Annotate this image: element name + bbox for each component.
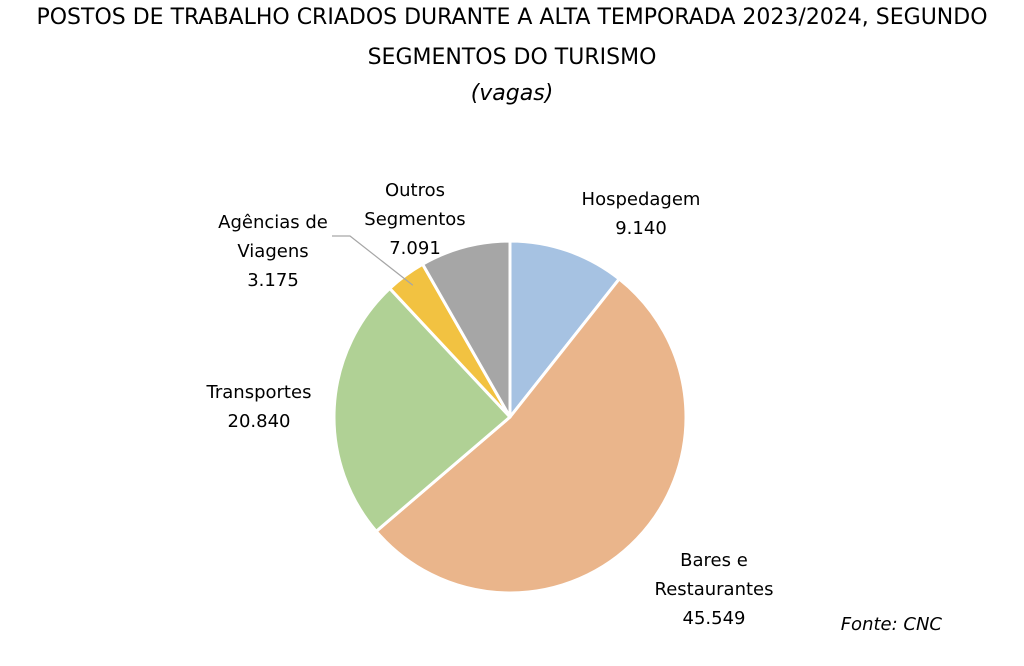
leader-line-agencias-de-viagens bbox=[332, 235, 414, 286]
pie-slice-transportes bbox=[332, 286, 512, 533]
data-label-bares-e-restaurantes: Bares e Restaurantes 45.549 bbox=[655, 550, 774, 629]
pie-slice-hospedagem bbox=[508, 239, 621, 419]
chart-title-line-2: SEGMENTOS DO TURISMO bbox=[367, 45, 657, 70]
pie-slice-outros-segmentos bbox=[421, 239, 512, 419]
pie-slice-bares-e-restaurantes bbox=[374, 277, 688, 595]
data-label-transportes: Transportes 20.840 bbox=[206, 382, 312, 432]
data-label-outros-segmentos: Outros Segmentos 7.091 bbox=[364, 180, 465, 259]
source-note: Fonte: CNC bbox=[840, 614, 942, 635]
data-label-hospedagem: Hospedagem 9.140 bbox=[582, 189, 701, 239]
data-label-agencias-de-viagens: Agências de Viagens 3.175 bbox=[218, 212, 328, 291]
chart-title-line-1: POSTOS DE TRABALHO CRIADOS DURANTE A ALT… bbox=[36, 5, 988, 30]
chart-subtitle: (vagas) bbox=[470, 81, 554, 106]
